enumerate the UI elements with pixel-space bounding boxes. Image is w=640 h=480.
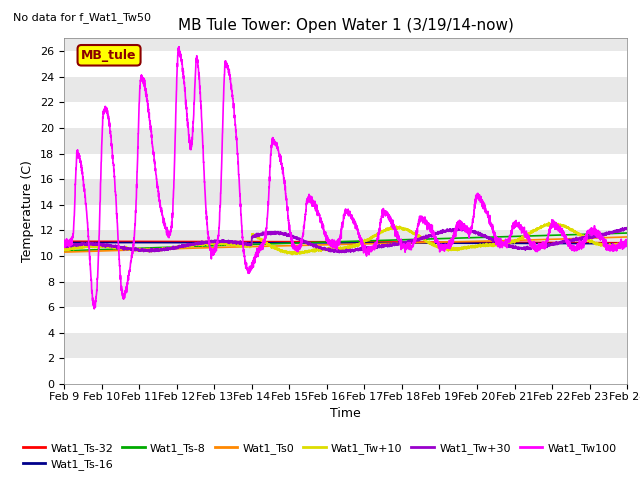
Text: MB_tule: MB_tule [81,49,137,62]
Bar [64,256,627,282]
Y-axis label: Temperature (C): Temperature (C) [22,160,35,262]
Legend: Wat1_Ts-32, Wat1_Ts-16, Wat1_Ts-8, Wat1_Ts0, Wat1_Tw+10, Wat1_Tw+30, Wat1_Tw100: Wat1_Ts-32, Wat1_Ts-16, Wat1_Ts-8, Wat1_… [19,438,621,474]
Bar [64,51,627,77]
Bar [64,307,627,333]
Text: No data for f_Wat1_Tw50: No data for f_Wat1_Tw50 [13,12,151,23]
Bar [64,102,627,128]
Title: MB Tule Tower: Open Water 1 (3/19/14-now): MB Tule Tower: Open Water 1 (3/19/14-now… [178,18,513,33]
Bar [64,359,627,384]
X-axis label: Time: Time [330,407,361,420]
Bar [64,154,627,179]
Bar [64,205,627,230]
